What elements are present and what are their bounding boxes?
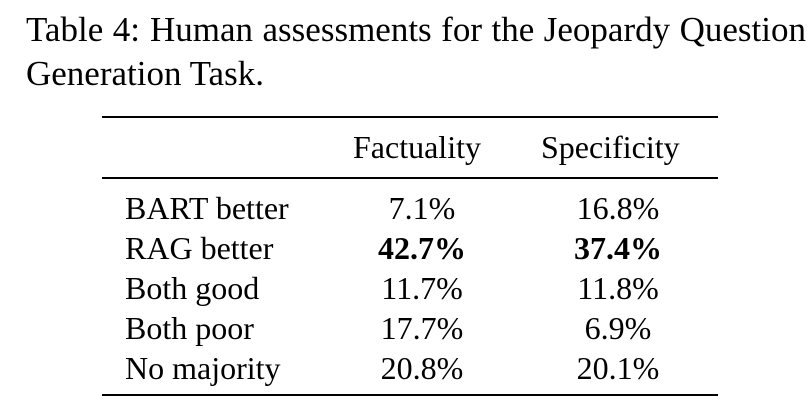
factuality-value: 20.8% [380,350,464,386]
table-row: Both good 11.7% 11.8% [102,268,718,308]
table-row: No majority 20.8% 20.1% [102,348,718,388]
factuality-value: 11.7% [381,270,463,306]
row-label: Both poor [125,310,254,346]
caption-text: Human assessments for the Jeopardy Quest… [26,10,807,93]
table-body: BART better 7.1% 16.8% RAG better 42.7% … [102,188,718,388]
table-row: BART better 7.1% 16.8% [102,188,718,228]
specificity-value: 16.8% [576,190,660,226]
table-header-rule [102,177,718,179]
specificity-value: 11.8% [577,270,659,306]
table-top-rule [102,116,718,118]
table-caption: Table 4: Human assessments for the Jeopar… [26,8,806,96]
header-specificity: Specificity [541,129,680,165]
row-label: RAG better [125,230,274,266]
factuality-value: 17.7% [380,310,464,346]
specificity-value: 20.1% [576,350,660,386]
factuality-value: 7.1% [388,190,456,226]
header-factuality: Factuality [353,129,481,165]
row-label: BART better [125,190,289,226]
specificity-value: 6.9% [584,310,652,346]
specificity-value: 37.4% [574,230,662,266]
caption-label: Table 4: [26,10,140,49]
factuality-value: 42.7% [378,230,466,266]
table-bottom-rule [102,394,718,396]
table-row: Both poor 17.7% 6.9% [102,308,718,348]
row-label: Both good [125,270,260,306]
row-label: No majority [125,350,281,386]
table-row: RAG better 42.7% 37.4% [102,228,718,268]
